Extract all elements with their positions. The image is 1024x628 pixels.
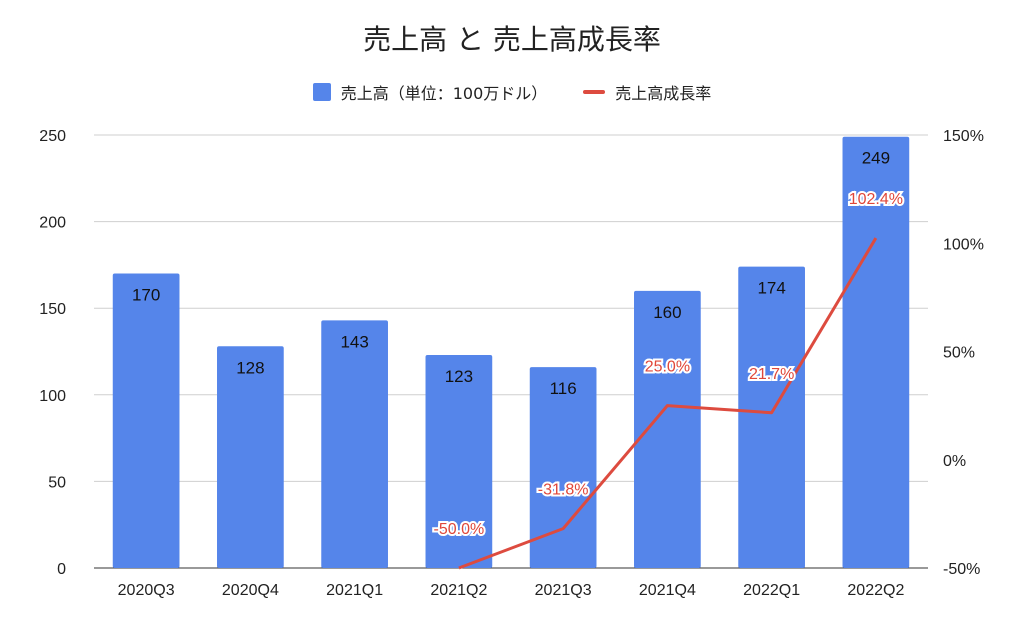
x-tick-label: 2021Q2 [430,582,487,599]
right-axis-ticks: -50% 0% 50% 100% 150% [943,128,984,578]
legend-item-growth: 売上高成長率 [583,80,711,104]
y-left-tick-label: 100 [39,388,66,405]
bar-value-label: 143 [340,332,368,351]
left-axis-ticks: 0 50 100 150 200 250 [39,128,66,578]
bar [738,266,805,568]
bar [425,354,493,568]
x-axis-ticks: 2020Q3 2020Q4 2021Q1 2021Q2 2021Q3 2021Q4 2022… [118,582,905,599]
y-left-tick-label: 50 [48,474,66,491]
bar-value-labels: 170 128 143 123 116 160 174 249 [132,149,890,398]
x-tick-label: 2022Q1 [743,582,800,599]
x-tick-label: 2021Q3 [535,582,592,599]
legend-item-revenue: 売上高（単位：100万ドル） [312,80,548,104]
growth-value-label: 102.4% [849,191,903,208]
x-tick-label: 2020Q4 [222,582,279,599]
y-right-tick-label: -50% [943,561,980,578]
x-tick-label: 2020Q3 [118,582,175,599]
y-left-tick-label: 200 [39,215,66,232]
legend: 売上高（単位：100万ドル） 売上高成長率 [0,80,1024,104]
growth-value-label: -50.0% [434,521,485,538]
bar-value-label: 174 [757,279,785,298]
bar [842,136,910,568]
bar [529,367,597,568]
growth-line-path [458,237,878,570]
legend-label-growth: 売上高成長率 [615,84,712,103]
growth-line [458,237,878,570]
growth-labels: -50.0% -31.8% 25.0% 21.7% 102.4% [432,189,905,540]
bar-value-label: 160 [653,303,681,322]
bar [634,290,701,568]
y-right-tick-label: 0% [943,453,966,470]
legend-label-revenue: 売上高（単位：100万ドル） [340,84,548,103]
y-left-tick-label: 250 [39,128,66,145]
y-right-tick-label: 100% [943,236,984,253]
bar-value-label: 128 [236,358,264,377]
y-right-tick-label: 50% [943,345,975,362]
bar-value-label: 116 [550,379,577,398]
x-tick-label: 2022Q2 [847,582,904,599]
bar-value-label: 249 [862,149,890,168]
legend-swatch-revenue [312,83,331,101]
growth-value-label: 25.0% [645,359,690,376]
bar [321,320,388,568]
growth-value-label: 21.7% [749,366,794,383]
x-tick-label: 2021Q4 [639,582,696,599]
bars [112,136,910,568]
legend-swatch-growth [583,90,606,94]
y-left-tick-label: 0 [57,561,66,578]
y-left-tick-label: 150 [39,301,66,318]
chart-title: 売上高 と 売上高成長率 [363,23,661,56]
growth-value-label: -31.8% [538,482,589,499]
bar [112,273,180,568]
bar-value-label: 170 [132,286,160,305]
y-right-tick-label: 150% [943,128,984,145]
x-tick-label: 2021Q1 [326,582,383,599]
bar-value-label: 123 [445,367,473,386]
bar [217,346,284,568]
